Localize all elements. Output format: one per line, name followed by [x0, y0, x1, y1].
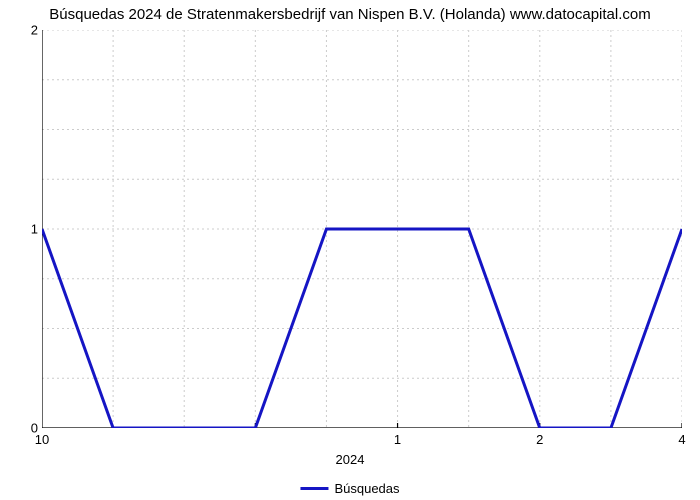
x-axis-title: 2024 [0, 452, 700, 467]
legend-label: Búsquedas [334, 481, 399, 496]
legend-line-icon [300, 487, 328, 490]
legend: Búsquedas [300, 481, 399, 496]
x-tick-label: 2 [536, 432, 543, 447]
y-tick-label: 1 [31, 222, 38, 237]
chart-plot [42, 30, 682, 428]
x-tick-label: 10 [35, 432, 49, 447]
chart-title: Búsquedas 2024 de Stratenmakersbedrijf v… [0, 6, 700, 23]
chart-container: Búsquedas 2024 de Stratenmakersbedrijf v… [0, 0, 700, 500]
x-tick-label: 1 [394, 432, 401, 447]
y-tick-label: 2 [31, 23, 38, 38]
x-tick-label: 4 [678, 432, 685, 447]
